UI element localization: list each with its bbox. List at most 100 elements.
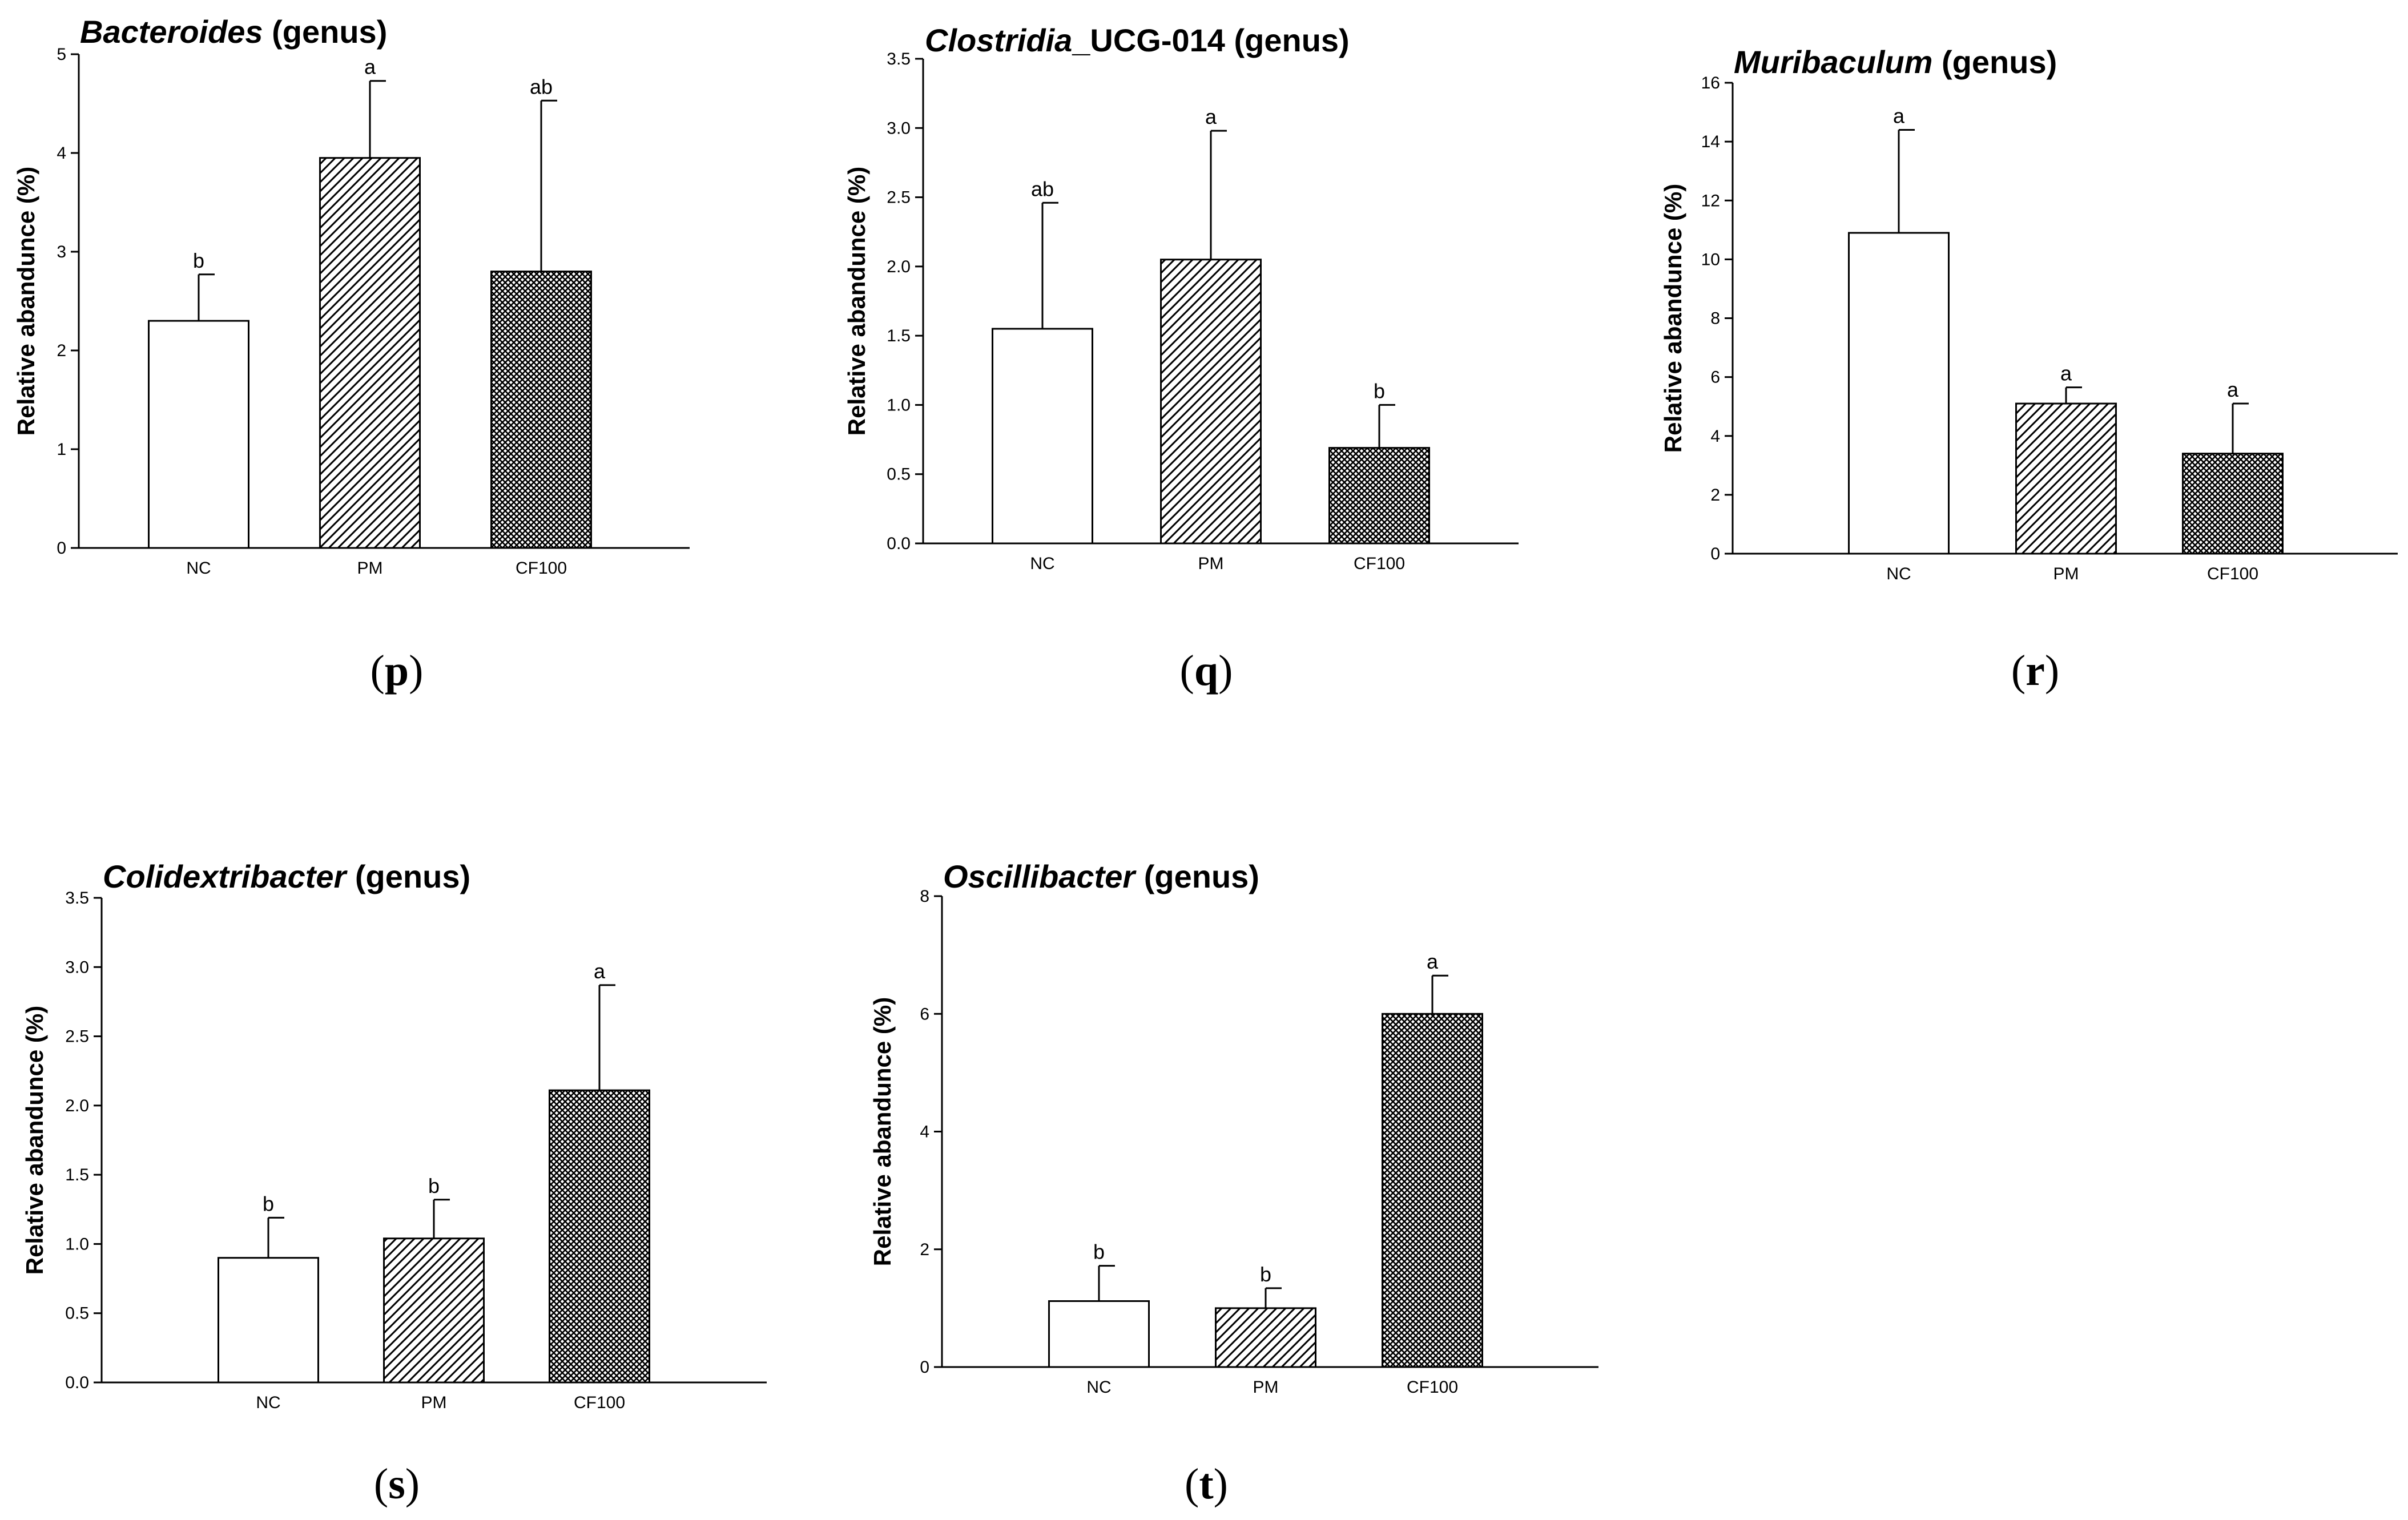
- bar: [2182, 453, 2284, 555]
- panel-label: (p): [371, 647, 424, 695]
- y-tick-label: 6: [920, 1005, 929, 1023]
- x-tick-label: PM: [1253, 1378, 1279, 1397]
- panel-paren: ): [1218, 647, 1233, 695]
- x-tick-label: NC: [1086, 1378, 1111, 1397]
- y-tick-label: 0: [1710, 545, 1720, 563]
- bar: [1160, 259, 1262, 545]
- y-tick-label: 12: [1701, 191, 1720, 210]
- chart-title-genus: Oscillibacter: [943, 858, 1137, 894]
- panel-letter: p: [385, 647, 409, 695]
- y-tick-label: 0.0: [65, 1373, 89, 1392]
- y-tick-label: 0: [57, 539, 66, 558]
- panel-paren: ): [1214, 1460, 1228, 1508]
- significance-label: a: [1427, 950, 1439, 973]
- bar: [218, 1257, 319, 1384]
- bar: [148, 320, 249, 549]
- bar: [549, 1089, 650, 1384]
- significance-label: b: [1260, 1263, 1271, 1286]
- y-tick-label: 2.0: [65, 1096, 89, 1115]
- chart-title: Muribaculum (genus): [1734, 44, 2057, 80]
- chart-title: Oscillibacter (genus): [943, 858, 1259, 894]
- x-tick-label: CF100: [2207, 565, 2258, 583]
- chart-title-suffix: (genus): [1932, 44, 2057, 80]
- panel-paren: (: [374, 1460, 388, 1508]
- panel-paren: ): [405, 1460, 420, 1508]
- chart-title-suffix: (genus): [346, 858, 470, 894]
- y-tick-label: 3.0: [65, 958, 89, 977]
- y-tick-label: 1.5: [887, 326, 911, 345]
- chart-title-suffix: (genus): [263, 14, 388, 50]
- significance-label: b: [428, 1174, 440, 1198]
- significance-label: a: [364, 55, 376, 79]
- significance-label: a: [594, 959, 606, 983]
- y-tick-label: 8: [920, 887, 929, 906]
- x-tick-label: PM: [1198, 554, 1224, 573]
- y-axis-label: Relative abandunce (%): [21, 1006, 48, 1275]
- panel-paren: ): [409, 647, 423, 695]
- significance-label: a: [1893, 104, 1905, 128]
- significance-label: a: [2060, 362, 2072, 385]
- y-tick-label: 2.5: [65, 1027, 89, 1046]
- panel-label: (s): [374, 1460, 420, 1508]
- panel-letter: s: [388, 1460, 405, 1508]
- y-tick-label: 10: [1701, 250, 1720, 269]
- bar: [1048, 1300, 1150, 1368]
- chart-title: Bacteroides (genus): [80, 14, 387, 50]
- y-axis-label: Relative abandunce (%): [869, 997, 896, 1266]
- y-tick-label: 1: [57, 440, 66, 459]
- y-tick-label: 2.5: [887, 188, 911, 207]
- panel-label: (r): [2011, 647, 2059, 695]
- y-tick-label: 1.5: [65, 1166, 89, 1184]
- x-tick-label: PM: [2053, 565, 2079, 583]
- y-tick-label: 0.5: [65, 1304, 89, 1323]
- significance-label: a: [1205, 105, 1217, 128]
- x-tick-label: NC: [1030, 554, 1054, 573]
- panel-label: (t): [1185, 1460, 1228, 1508]
- y-tick-label: 6: [1710, 368, 1720, 387]
- panel-label: (q): [1180, 647, 1233, 695]
- significance-label: b: [263, 1192, 274, 1215]
- bar: [1215, 1307, 1316, 1368]
- panel-paren: (: [1180, 647, 1194, 695]
- panel-letter: t: [1199, 1460, 1213, 1508]
- panel-letter: q: [1194, 647, 1218, 695]
- chart-panel: 0 2 4 6 8 Relative abandunce (%) Oscillibacter…: [869, 858, 1598, 1508]
- bar: [1848, 232, 1950, 555]
- chart-panel: 0 2 4 6 8 10 12 14 16 Relative abandunce (%) Murib…: [1660, 44, 2398, 695]
- y-tick-label: 1.0: [887, 396, 911, 414]
- y-axis-label: Relative abandunce (%): [13, 167, 39, 436]
- bar: [2015, 402, 2117, 555]
- bar: [383, 1237, 485, 1384]
- y-tick-label: 8: [1710, 309, 1720, 328]
- y-tick-label: 0.0: [887, 534, 911, 553]
- bar: [319, 157, 421, 549]
- y-tick-label: 3.5: [65, 889, 89, 908]
- y-tick-label: 4: [57, 144, 66, 163]
- chart-title-genus: Colidextribacter: [103, 858, 348, 894]
- chart-panel: 0.0 0.5 1.0 1.5 2.0 2.5 3.0 3.5 Relative abandun…: [843, 22, 1519, 695]
- significance-label: b: [193, 249, 204, 272]
- significance-label: b: [1374, 379, 1385, 402]
- x-tick-label: CF100: [1407, 1378, 1458, 1397]
- x-tick-label: NC: [256, 1393, 280, 1412]
- y-tick-label: 2.0: [887, 257, 911, 276]
- y-tick-label: 2: [57, 341, 66, 360]
- x-tick-label: CF100: [574, 1393, 625, 1412]
- x-tick-label: CF100: [516, 559, 567, 578]
- chart-title: Colidextribacter (genus): [103, 858, 470, 894]
- y-tick-label: 4: [1710, 427, 1720, 446]
- y-tick-label: 0: [920, 1358, 929, 1377]
- chart-title-genus: Muribaculum: [1734, 44, 1932, 80]
- y-tick-label: 3: [57, 243, 66, 261]
- y-tick-label: 2: [1710, 486, 1720, 505]
- chart-panel: 0.0 0.5 1.0 1.5 2.0 2.5 3.0 3.5 Relative abandun…: [21, 858, 767, 1508]
- chart-title: Clostridia_UCG-014 (genus): [925, 22, 1350, 58]
- bar: [1328, 447, 1430, 545]
- y-tick-label: 4: [920, 1123, 929, 1142]
- chart-panel: 0 1 2 3 4 5 Relative abandunce (%) Bacteroides …: [13, 14, 690, 695]
- x-tick-label: CF100: [1354, 554, 1405, 573]
- significance-label: b: [1093, 1240, 1105, 1264]
- panel-paren: (: [1185, 1460, 1199, 1508]
- y-tick-label: 14: [1701, 132, 1720, 151]
